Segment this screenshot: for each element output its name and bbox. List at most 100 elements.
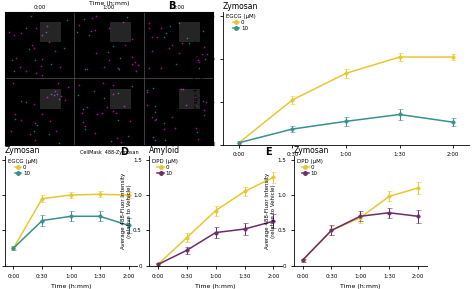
Bar [179,22,200,42]
Legend: 0, 10: 0, 10 [226,14,255,31]
Legend: 0, 10: 0, 10 [152,159,178,175]
Point [116,55,124,60]
Point [79,120,87,125]
Point [112,111,119,115]
Point [151,137,159,142]
Point [144,103,151,108]
Point [56,65,64,69]
Text: 2:00: 2:00 [173,5,185,10]
Point [201,112,208,117]
Point [131,59,139,64]
Point [26,46,33,51]
Point [63,18,71,23]
Point [168,42,176,47]
Point [17,118,25,122]
Point [31,121,38,125]
Point [194,130,201,135]
Point [146,66,153,70]
Point [12,56,19,61]
Text: Zymosan: Zymosan [223,2,258,11]
Point [17,64,24,69]
Point [43,23,50,28]
Point [38,57,46,62]
Point [90,89,98,94]
Point [203,51,211,56]
Text: B: B [169,1,176,11]
Point [11,112,18,116]
Point [30,128,38,133]
Point [55,97,63,101]
Point [109,108,117,113]
Y-axis label: Average 488-Fluor Intensity
(relative to Vehicle): Average 488-Fluor Intensity (relative to… [121,173,131,249]
Point [47,62,55,66]
Point [200,45,208,49]
Point [200,108,208,112]
Point [152,109,159,114]
Point [75,23,83,27]
Point [104,49,112,54]
Point [105,26,113,30]
Point [168,114,176,119]
Point [149,86,157,91]
Point [81,66,88,71]
Point [79,106,87,111]
Point [52,129,60,133]
Point [30,101,38,106]
Point [191,94,199,99]
Point [162,138,169,142]
Point [30,46,38,50]
Legend: 0, 10: 0, 10 [8,159,37,175]
Point [103,105,111,110]
Point [31,138,39,143]
Point [92,51,100,56]
Text: Zymosan: Zymosan [5,146,40,155]
Point [45,40,53,44]
Point [135,63,142,68]
Point [91,130,99,135]
Point [145,21,153,25]
Point [153,116,160,121]
Point [144,88,151,92]
Point [54,92,61,97]
Point [23,99,30,104]
Point [37,64,45,68]
Point [128,55,136,60]
Point [199,51,206,56]
Point [57,94,64,98]
Point [45,132,53,137]
Point [55,80,62,85]
Point [126,119,134,124]
Point [113,136,121,140]
Point [182,103,189,108]
Point [192,54,200,59]
Point [115,67,123,71]
Point [121,43,128,48]
Point [185,41,192,46]
Point [160,121,167,126]
Point [11,117,19,121]
Point [192,125,200,130]
Point [43,94,51,99]
Bar [109,89,130,109]
Point [109,44,117,49]
Point [22,26,29,30]
Point [51,92,58,97]
Point [175,21,183,25]
Point [132,68,140,73]
Text: Zymosan: Zymosan [294,146,329,155]
Point [83,105,91,109]
Point [26,131,34,136]
Point [114,90,121,95]
Point [43,29,50,34]
Bar [40,22,61,42]
Point [64,85,72,90]
Point [33,123,40,127]
Point [82,124,89,129]
Point [143,90,151,95]
Point [74,93,82,97]
Point [93,111,101,116]
Y-axis label: Average 488-Fluor Intensity
(relative to Vehicle): Average 488-Fluor Intensity (relative to… [194,40,205,116]
Point [91,28,98,32]
Point [151,118,158,122]
Point [194,58,202,62]
